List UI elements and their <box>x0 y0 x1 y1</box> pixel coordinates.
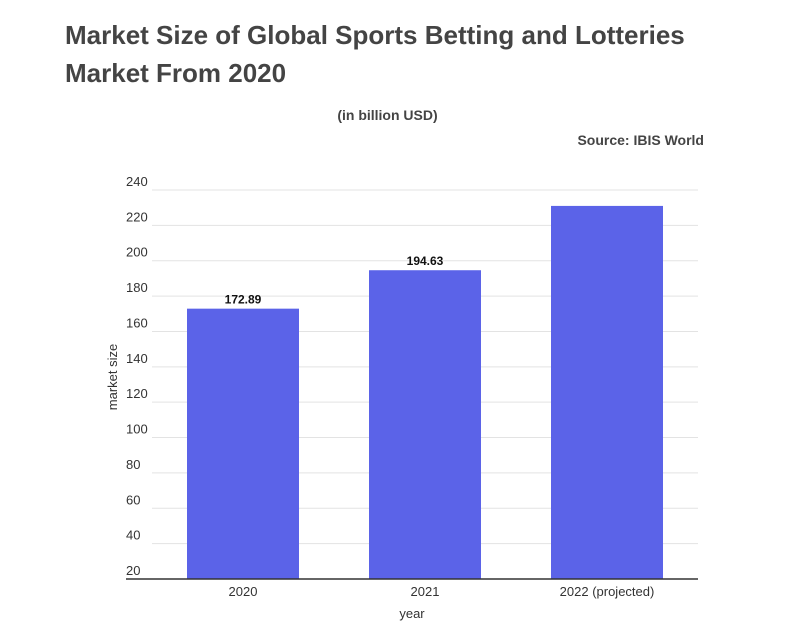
y-tick-label: 200 <box>126 245 148 260</box>
y-tick-label: 20 <box>126 563 140 578</box>
bar-2022 <box>551 205 663 579</box>
y-tick-label: 40 <box>126 528 140 543</box>
x-category-label: 2021 <box>411 584 440 599</box>
data-label: 172.89 <box>225 293 262 307</box>
bars <box>187 205 663 579</box>
bar-2020 <box>187 308 299 579</box>
y-tick-label: 240 <box>126 174 148 189</box>
y-tick-label: 60 <box>126 492 140 507</box>
y-tick-label: 80 <box>126 457 140 472</box>
y-tick-label: 140 <box>126 351 148 366</box>
y-tick-label: 160 <box>126 315 148 330</box>
data-labels: 172.89 194.63 <box>225 254 444 306</box>
source-note: Source: IBIS World <box>577 132 704 148</box>
x-axis-title: year <box>399 606 425 621</box>
x-category-label: 2020 <box>229 584 258 599</box>
y-tick-labels: 20 40 60 80 100 120 140 160 180 200 220 240 <box>126 174 148 578</box>
chart-title: Market Size of Global Sports Betting and… <box>65 20 685 88</box>
y-axis-title: market size <box>105 344 120 410</box>
x-category-labels: 2020 2021 2022 (projected) <box>229 584 655 599</box>
x-category-label: 2022 (projected) <box>560 584 655 599</box>
y-tick-label: 180 <box>126 280 148 295</box>
y-tick-label: 120 <box>126 386 148 401</box>
y-tick-label: 100 <box>126 422 148 437</box>
y-tick-label: 220 <box>126 209 148 224</box>
bar-2021 <box>369 270 481 579</box>
data-label: 194.63 <box>407 254 444 268</box>
chart-subtitle: (in billion USD) <box>337 107 438 123</box>
